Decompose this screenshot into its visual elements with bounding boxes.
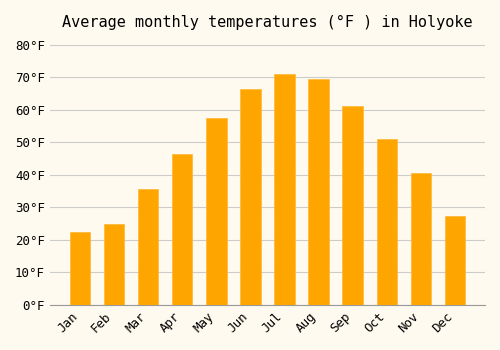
Bar <box>274 74 294 305</box>
Bar <box>410 173 431 305</box>
Bar <box>138 189 158 305</box>
Bar <box>206 118 227 305</box>
Bar <box>240 89 260 305</box>
Bar <box>172 154 193 305</box>
Bar <box>445 216 465 305</box>
Bar <box>70 232 90 305</box>
Title: Average monthly temperatures (°F ) in Holyoke: Average monthly temperatures (°F ) in Ho… <box>62 15 472 30</box>
Bar <box>342 106 363 305</box>
Bar <box>376 139 397 305</box>
Bar <box>308 79 329 305</box>
Bar <box>104 224 124 305</box>
